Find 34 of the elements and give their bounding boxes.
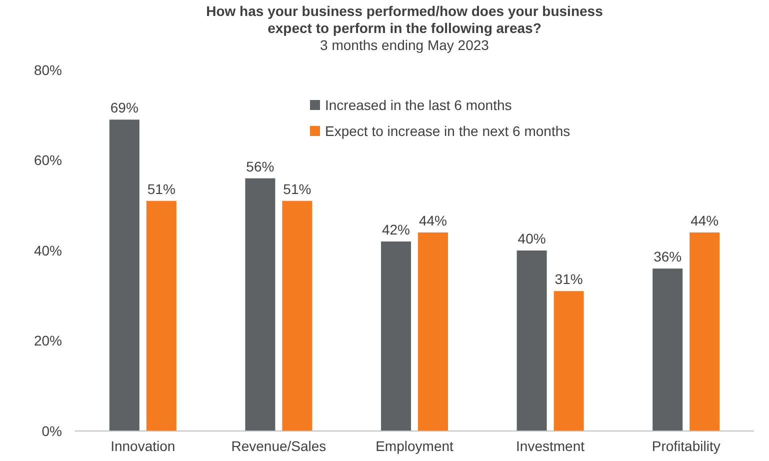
text: 36% <box>654 248 682 265</box>
text: 56% <box>246 158 274 174</box>
bar <box>554 291 584 431</box>
y-tick-label: 80% <box>34 62 62 78</box>
bar <box>418 232 448 431</box>
x-tick-label: Innovation <box>110 438 176 454</box>
x-tick-label: Employment <box>376 438 454 454</box>
text: 42% <box>382 221 410 238</box>
x-tick-label: Revenue/Sales <box>231 438 326 454</box>
text: 40% <box>518 230 546 246</box>
x-tick-label: Investment <box>516 438 585 454</box>
bar <box>652 268 683 431</box>
bar <box>282 200 312 431</box>
text: 51% <box>147 180 176 197</box>
text: 44% <box>690 212 719 228</box>
legend-label: Expect to increase in the next 6 months <box>325 122 570 139</box>
bar <box>516 250 547 431</box>
y-tick-label: 20% <box>34 332 62 349</box>
y-tick-label: 60% <box>34 152 62 168</box>
chart-subtitle: 3 months ending May 2023 <box>320 37 490 53</box>
chart-title: How has your business performed/how does your business expect to perform in the following areas? <box>206 3 604 36</box>
bar <box>109 120 140 431</box>
text: 69% <box>110 100 138 116</box>
bar <box>146 200 176 431</box>
x-tick-label: Profitability <box>652 438 720 454</box>
bar <box>381 241 411 431</box>
bar <box>690 232 720 431</box>
text: 51% <box>283 180 312 197</box>
y-tick-label: 40% <box>34 242 62 258</box>
legend-label: Increased in the last 6 months <box>325 96 512 113</box>
text: 44% <box>418 212 448 228</box>
bar <box>245 178 276 431</box>
y-tick-label: 0% <box>42 422 62 439</box>
text: 31% <box>554 271 583 288</box>
